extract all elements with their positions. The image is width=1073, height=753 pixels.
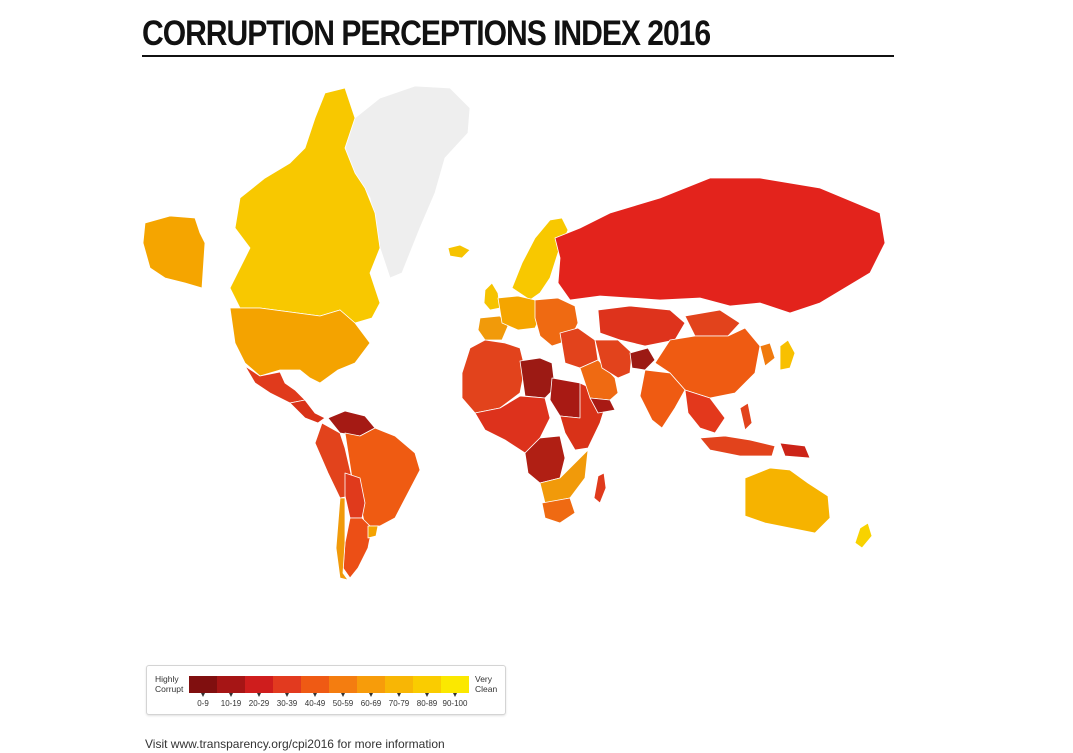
region-korea [759,342,776,367]
legend-swatch-6 [357,676,385,697]
region-india [639,369,686,429]
legend-tick-marker [313,693,317,697]
legend-range-label: 40-49 [304,699,326,708]
region-southeast-asia [684,389,726,434]
world-map [142,85,886,581]
legend-range-label: 20-29 [248,699,270,708]
region-mongolia [684,309,741,337]
legend-range-label: 80-89 [416,699,438,708]
legend-tick-marker [369,693,373,697]
legend-range-label: 0-9 [197,699,209,708]
legend-tick-marker [341,693,345,697]
region-uruguay [367,525,379,539]
legend-swatch-3 [273,676,301,697]
legend: Highly Corrupt Very Clean 0-9 10-19 20-29 3… [146,665,506,715]
region-scandinavia [511,217,569,301]
region-alaska [142,215,206,289]
legend-swatch-2 [245,676,273,697]
legend-tick-marker [425,693,429,697]
legend-range-label: 90-100 [442,699,468,708]
legend-swatch-8 [413,676,441,697]
region-usa [229,307,371,384]
region-australia [744,467,831,534]
legend-low-line1: Highly [155,674,179,684]
legend-tick-marker [257,693,261,697]
region-madagascar [593,472,607,504]
region-iran [594,339,633,379]
legend-high-line1: Very [475,674,493,684]
legend-color-bar [189,676,469,697]
legend-swatch-5 [329,676,357,697]
legend-low-label: Highly Corrupt [155,674,183,694]
title-underline [142,55,894,57]
region-south-africa [541,497,576,524]
legend-tick-marker [453,693,457,697]
page-title: CORRUPTION PERCEPTIONS INDEX 2016 [142,14,711,53]
legend-swatch-9 [441,676,469,697]
legend-range-label: 10-19 [220,699,242,708]
region-new-zealand [854,522,873,549]
legend-tick-marker [229,693,233,697]
legend-high-label: Very Clean [475,674,497,694]
region-libya [519,357,556,399]
region-indonesia [699,435,776,457]
region-iberia [477,315,509,341]
region-japan [779,339,796,371]
region-central-america [289,399,326,424]
legend-swatch-0 [189,676,217,697]
legend-range-label: 30-39 [276,699,298,708]
region-iceland [447,244,471,259]
legend-swatch-1 [217,676,245,697]
footer-note: Visit www.transparency.org/cpi2016 for m… [145,737,445,751]
legend-swatch-7 [385,676,413,697]
region-china [654,327,761,399]
region-middle-east [559,327,599,369]
legend-ranges: 0-9 10-19 20-29 30-39 40-49 50-59 60-69 70-79 80… [189,699,469,708]
region-uk-ireland [483,282,501,311]
legend-tick-marker [285,693,289,697]
legend-swatch-4 [301,676,329,697]
region-afghanistan [629,347,656,371]
legend-range-label: 60-69 [360,699,382,708]
region-angola-drc [524,435,566,484]
region-chile [335,497,349,581]
region-north-africa [461,339,526,414]
legend-tick-marker [397,693,401,697]
region-west-central-africa [474,395,551,454]
region-philippines [739,402,753,431]
legend-low-line2: Corrupt [155,684,184,694]
legend-range-label: 50-59 [332,699,354,708]
region-russia [554,177,886,314]
legend-range-label: 70-79 [388,699,410,708]
region-mexico [244,365,306,404]
legend-high-line2: Clean [475,684,498,694]
region-png [779,442,811,459]
legend-tick-marker [201,693,205,697]
region-yemen [589,397,616,414]
